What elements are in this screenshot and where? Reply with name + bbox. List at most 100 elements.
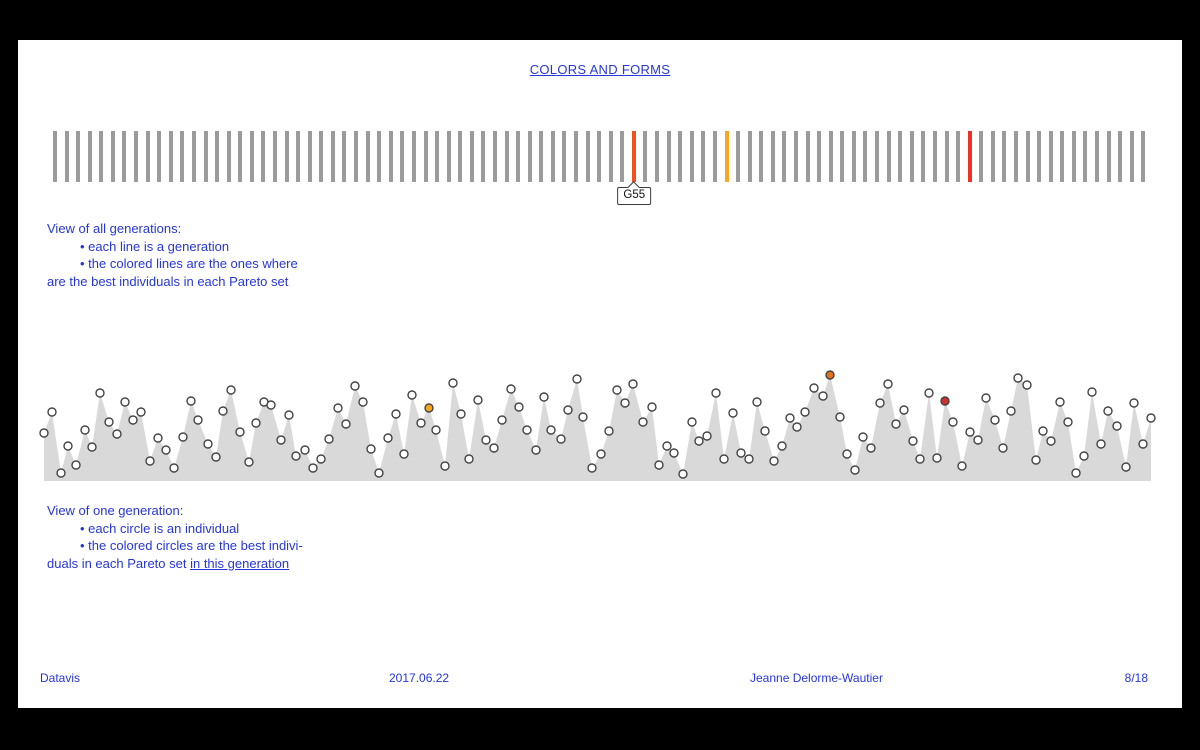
individual-point	[719, 454, 729, 464]
all-generations-caption: View of all generations: each line is a …	[47, 220, 377, 290]
individual-point	[604, 426, 614, 436]
individual-point	[1063, 417, 1073, 427]
caption-bullet: each circle is an individual	[47, 520, 377, 538]
generation-bar	[272, 131, 277, 182]
generation-bar	[388, 131, 393, 182]
individual-point	[932, 453, 942, 463]
individual-point	[556, 434, 566, 444]
generation-bar	[620, 131, 625, 182]
generation-bar	[134, 131, 139, 182]
individual-point	[647, 402, 657, 412]
generation-bar	[226, 131, 231, 182]
individual-point	[777, 441, 787, 451]
individual-point	[1071, 468, 1081, 478]
generation-bar	[377, 131, 382, 182]
individual-point	[145, 456, 155, 466]
individual-point	[391, 409, 401, 419]
generation-bar	[1013, 131, 1018, 182]
generation-bar	[330, 131, 335, 182]
generation-bar	[516, 131, 521, 182]
individual-point	[218, 406, 228, 416]
generation-bar	[736, 131, 741, 182]
generation-bar	[400, 131, 405, 182]
generation-bar	[99, 131, 104, 182]
individual-point	[678, 469, 688, 479]
individual-point	[1129, 398, 1139, 408]
generation-bar	[828, 131, 833, 182]
generation-bar	[666, 131, 671, 182]
individual-point	[291, 451, 301, 461]
individual-point	[990, 415, 1000, 425]
individual-point	[612, 385, 622, 395]
individual-point	[464, 454, 474, 464]
individual-point	[1013, 373, 1023, 383]
generation-bar	[1037, 131, 1042, 182]
individual-point	[998, 443, 1008, 453]
generation-bar	[481, 131, 486, 182]
in-this-generation-link[interactable]: in this generation	[190, 555, 290, 571]
individual-point	[915, 454, 925, 464]
individual-point	[71, 460, 81, 470]
generation-bar	[817, 131, 822, 182]
pareto-individual-point	[940, 396, 950, 406]
individual-point	[546, 425, 556, 435]
individual-point	[687, 417, 697, 427]
pareto-individual-point	[825, 370, 835, 380]
generation-bar	[1118, 131, 1123, 182]
caption-continuation: are the best individuals in each Pareto …	[47, 273, 289, 289]
individual-point	[251, 418, 261, 428]
generation-bar	[411, 131, 416, 182]
generation-bar	[469, 131, 474, 182]
generation-bar	[770, 131, 775, 182]
individual-point	[531, 445, 541, 455]
individual-point	[112, 429, 122, 439]
generation-bar	[157, 131, 162, 182]
generation-bar	[110, 131, 115, 182]
individual-point	[654, 460, 664, 470]
individual-point	[1079, 451, 1089, 461]
generation-bar	[1025, 131, 1030, 182]
generation-bar	[215, 131, 220, 182]
generation-bar	[354, 131, 359, 182]
individual-point	[87, 442, 97, 452]
slide-title-link[interactable]: COLORS AND FORMS	[529, 62, 671, 77]
generation-bar	[689, 131, 694, 182]
generation-bar	[979, 131, 984, 182]
generation-bar	[249, 131, 254, 182]
pareto-generation-bar	[967, 131, 972, 182]
individual-point	[728, 408, 738, 418]
individual-point	[752, 397, 762, 407]
generation-bar	[712, 131, 717, 182]
individual-point	[489, 443, 499, 453]
individual-point	[266, 400, 276, 410]
generation-bar	[909, 131, 914, 182]
individual-point	[835, 412, 845, 422]
individual-point	[333, 403, 343, 413]
individual-point	[1006, 406, 1016, 416]
all-generations-barcode-chart	[53, 131, 1146, 182]
generation-bar	[527, 131, 532, 182]
generation-bar	[932, 131, 937, 182]
caption-continuation: duals in each Pareto set in this generat…	[47, 555, 377, 573]
individual-point	[702, 431, 712, 441]
generation-bar	[296, 131, 301, 182]
generation-bar	[655, 131, 660, 182]
generation-bar	[701, 131, 706, 182]
individual-point	[563, 405, 573, 415]
pareto-generation-bar	[631, 131, 636, 182]
generation-bar	[180, 131, 185, 182]
generation-bar	[365, 131, 370, 182]
individual-point	[473, 395, 483, 405]
generation-bar	[550, 131, 555, 182]
generation-bar	[678, 131, 683, 182]
generation-bar	[759, 131, 764, 182]
individual-point	[957, 461, 967, 471]
individual-point	[324, 434, 334, 444]
individual-point	[578, 412, 588, 422]
individual-point	[842, 449, 852, 459]
generation-bar	[747, 131, 752, 182]
individual-point	[965, 427, 975, 437]
generation-bar	[238, 131, 243, 182]
generation-bar	[307, 131, 312, 182]
individual-point	[399, 449, 409, 459]
